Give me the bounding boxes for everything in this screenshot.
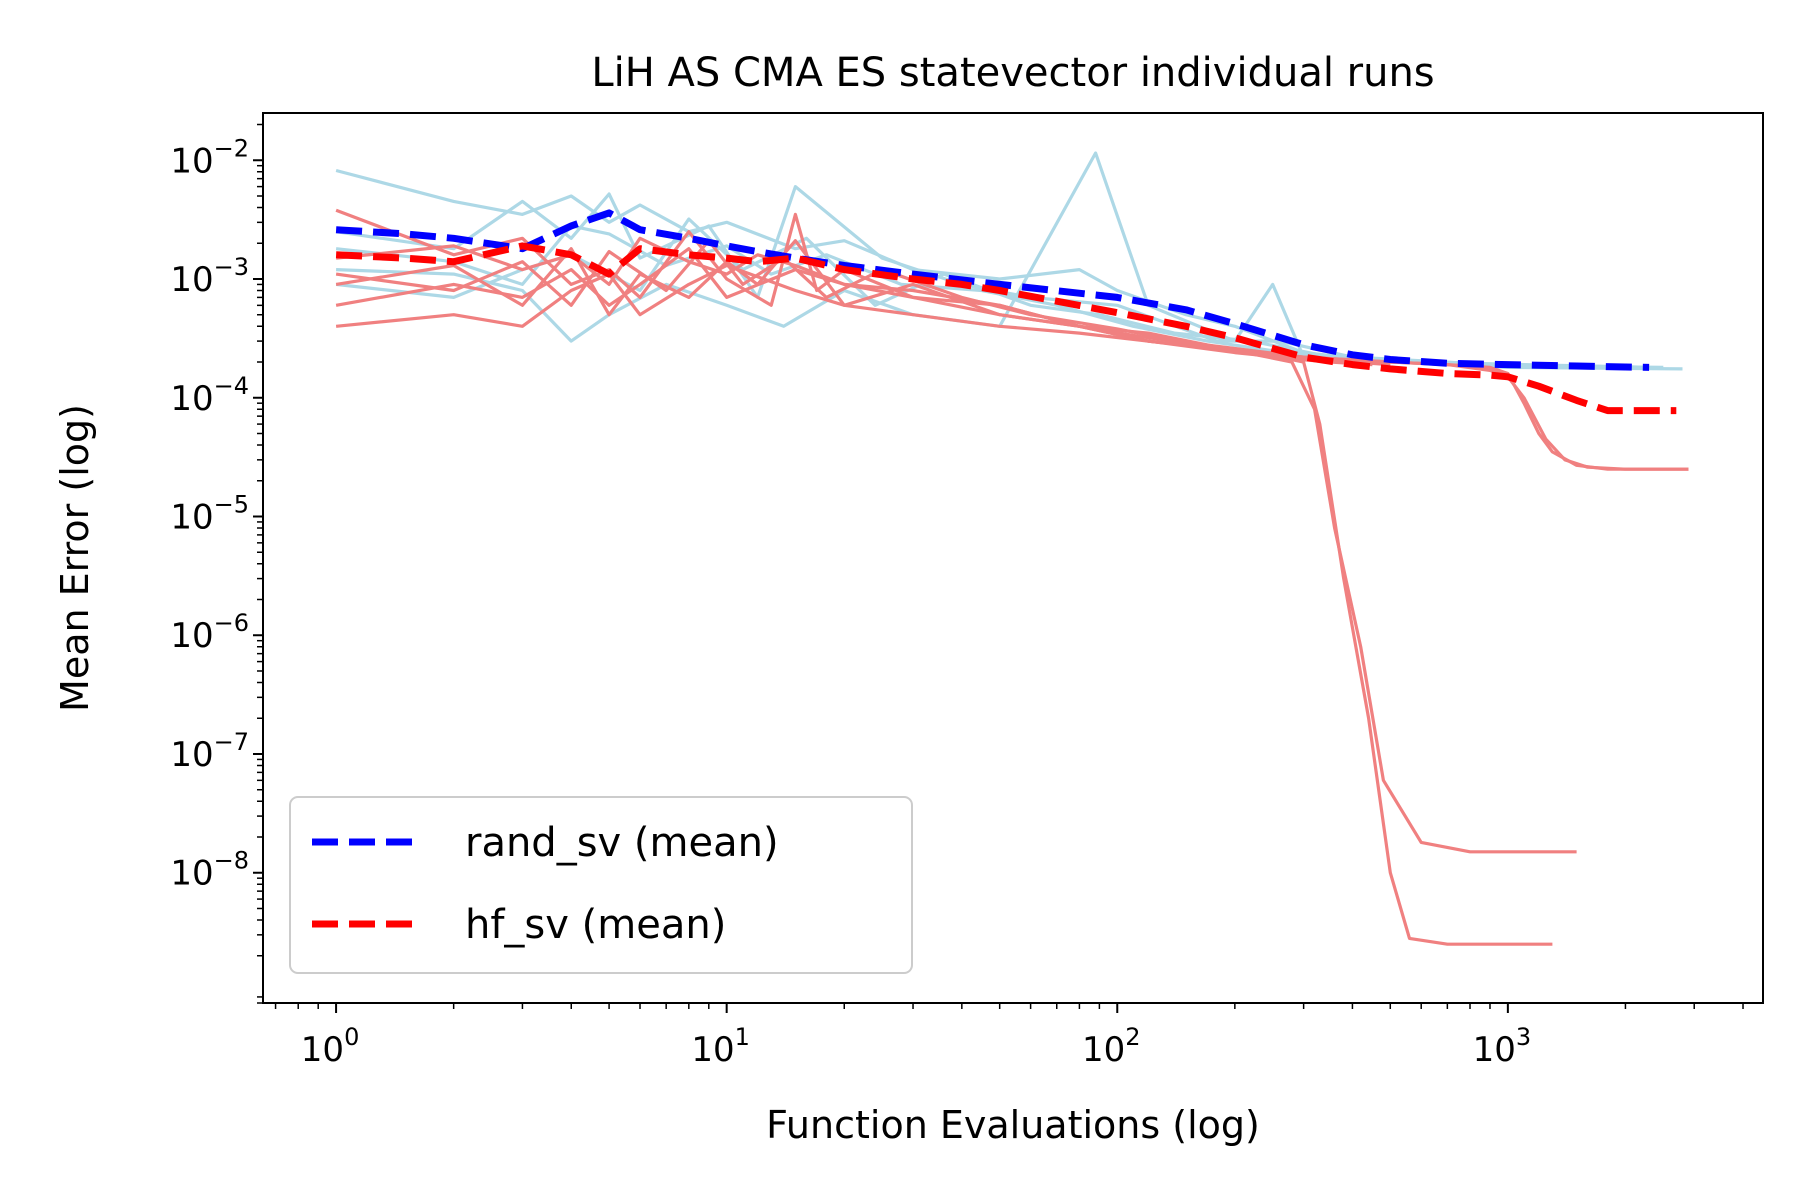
plot-frame xyxy=(262,112,1764,1004)
chart-title: LiH AS CMA ES statevector individual run… xyxy=(591,50,1434,96)
hf-run-line-8 xyxy=(335,263,1689,471)
legend-label-1: hf_sv (mean) xyxy=(465,902,726,948)
y-axis-label: Mean Error (log) xyxy=(53,404,97,712)
y-tick-label: 10−8 xyxy=(170,847,249,894)
hf-run-line-10 xyxy=(335,239,1373,367)
y-tick-label: 10−2 xyxy=(170,134,249,181)
x-axis: 100 101 102 103 xyxy=(274,1003,1744,1070)
y-tick-label: 10−5 xyxy=(170,490,249,537)
legend-label-0: rand_sv (mean) xyxy=(465,820,779,866)
mean-lines xyxy=(335,209,1677,415)
x-tick-label: 101 xyxy=(691,1023,750,1070)
rand-mean-line xyxy=(335,209,1650,371)
y-tick-label: 10−4 xyxy=(170,372,249,419)
y-tick-label: 10−7 xyxy=(170,728,249,775)
legend: rand_sv (mean) hf_sv (mean) xyxy=(289,796,913,974)
y-axis: 10−2 10−3 10−4 10−5 10−6 10−7 10−8 xyxy=(170,123,263,1004)
x-tick-label: 100 xyxy=(301,1023,360,1070)
x-tick-label: 103 xyxy=(1473,1023,1532,1070)
legend-box xyxy=(289,796,913,974)
hf-run-line-7 xyxy=(335,247,1689,471)
x-axis-label: Function Evaluations (log) xyxy=(766,1103,1260,1147)
hf-mean-line xyxy=(335,242,1677,415)
y-tick-label: 10−3 xyxy=(170,253,249,300)
x-tick-label: 102 xyxy=(1082,1023,1141,1070)
y-tick-label: 10−6 xyxy=(170,609,249,656)
